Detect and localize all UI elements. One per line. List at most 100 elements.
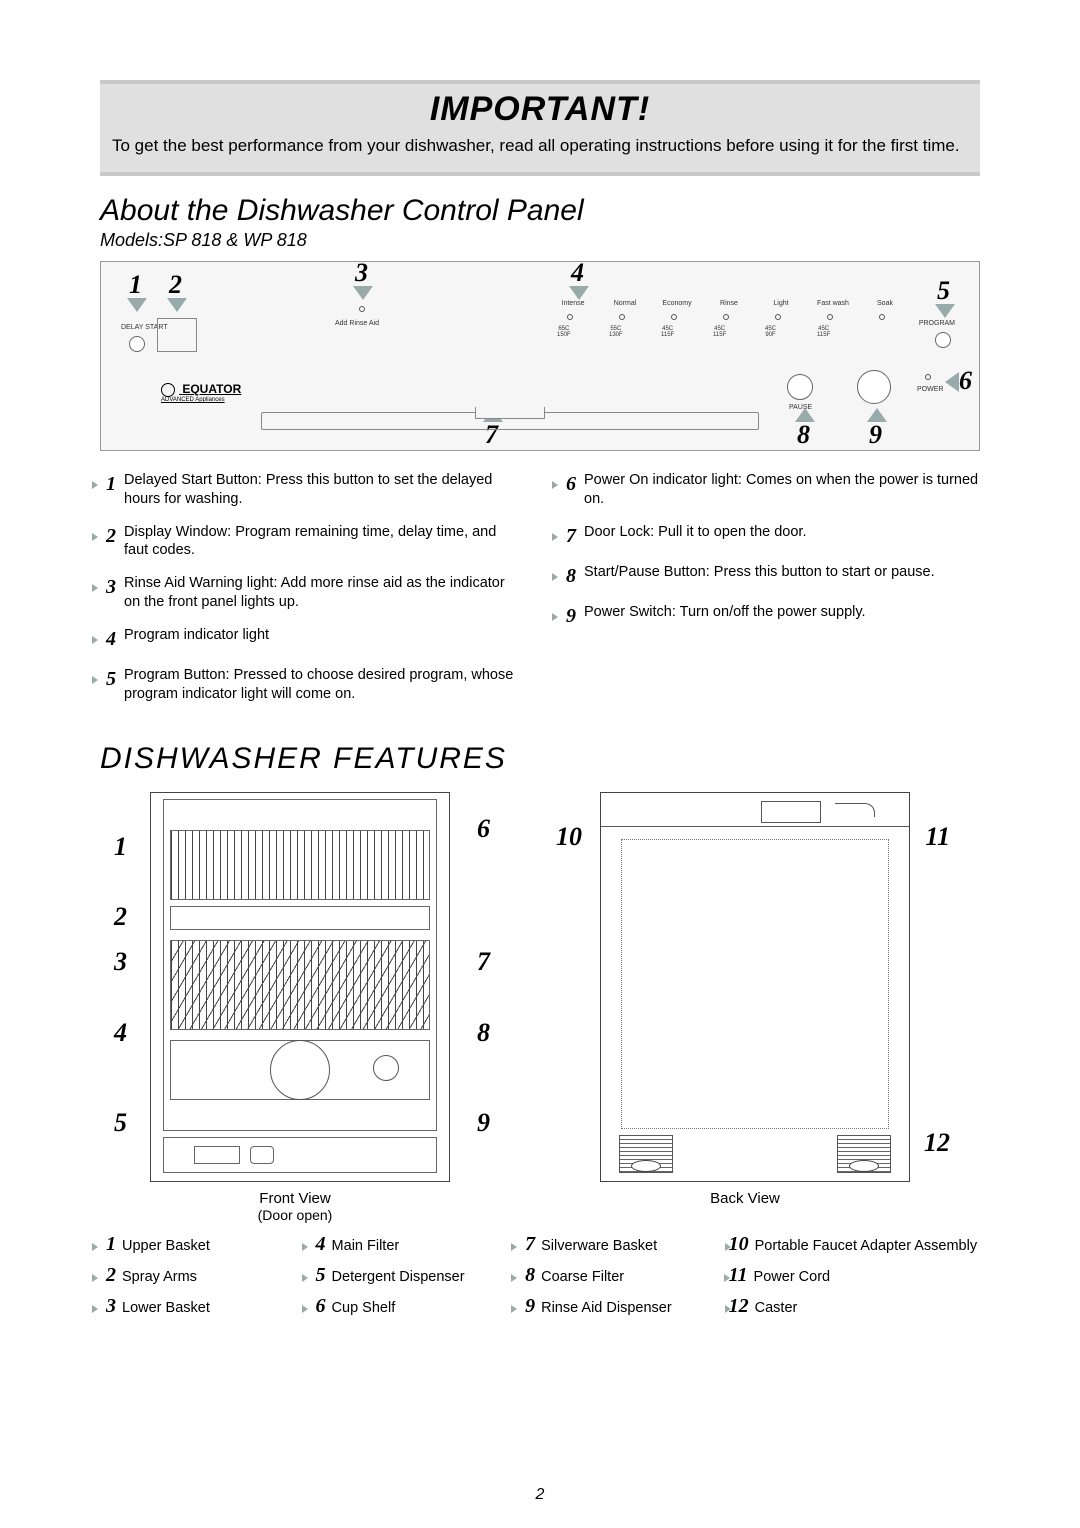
fv-call-4: 4 [114,1018,127,1048]
back-top [601,793,909,827]
desc-text: Program Button: Pressed to choose desire… [124,666,520,704]
program-button[interactable] [935,332,951,348]
delay-button[interactable] [129,336,145,352]
feat-text: Silverware Basket [541,1238,657,1254]
arrow-1 [127,298,147,312]
desc-num: 3 [100,574,116,612]
desc-num: 6 [560,471,576,509]
feat-col-3: 7Silverware Basket8Coarse Filter9Rinse A… [519,1233,699,1326]
feat-text: Upper Basket [122,1238,210,1254]
feat-item: 2 Spray Arms [100,1264,280,1287]
views-row: 1 2 3 4 5 6 7 8 9 Front View [100,792,980,1223]
feat-item: 4Main Filter [310,1233,490,1256]
desc-col-right: 6Power On indicator light: Comes on when… [560,471,980,718]
feat-item: 6Cup Shelf [310,1295,490,1318]
feat-item: 1 Upper Basket [100,1233,280,1256]
foot-right [837,1135,891,1173]
front-shell [150,792,450,1182]
bv-call-11: 11 [925,822,950,852]
fv-call-1: 1 [114,832,127,862]
program-led [619,314,625,320]
equator-logo: EQUATOR ADVANCED Appliances [161,382,241,403]
program-name: Soak [863,300,907,307]
feat-item: 10Portable Faucet Adapter Assembly [729,1233,980,1256]
desc-num: 9 [560,603,576,629]
program-led [723,314,729,320]
faucet-adapter [761,801,821,823]
front-caption: Front View (Door open) [100,1190,490,1223]
program-led [567,314,573,320]
kick-panel [163,1137,437,1173]
power-cord [835,803,875,817]
feat-col-4: 10Portable Faucet Adapter Assembly 11Powe… [729,1233,980,1326]
front-view-box: 1 2 3 4 5 6 7 8 9 Front View [100,792,490,1223]
rinse-aid-light [359,306,365,312]
door-lock[interactable] [475,407,545,419]
program-name: Fast wash [811,300,855,307]
fv-call-5: 5 [114,1108,127,1138]
important-box: IMPORTANT! To get the best performance f… [100,80,980,176]
arrow-5 [935,304,955,318]
feat-text: Detergent Dispenser [332,1269,465,1285]
feat-num: 11 [729,1264,748,1287]
program-temp: 55C 130F [609,326,623,338]
callout-6: 6 [959,366,972,396]
desc-num: 1 [100,471,116,509]
feat-num: 2 [100,1264,116,1287]
coarse-filter [373,1055,399,1081]
desc-item: 4Program indicator light [100,626,520,652]
panel-inner: 1 2 3 4 5 6 7 8 9 DELAY START Add Rinse … [101,262,979,450]
program-led [671,314,677,320]
pause-button[interactable] [787,374,813,400]
desc-text: Delayed Start Button: Press this button … [124,471,520,509]
back-body [621,839,889,1129]
feat-num: 10 [729,1233,749,1256]
callout-5: 5 [937,276,950,306]
desc-item: 6Power On indicator light: Comes on when… [560,471,980,509]
section-heading: About the Dishwasher Control Panel [100,194,980,228]
feat-item: 9Rinse Aid Dispenser [519,1295,699,1318]
feat-num: 8 [519,1264,535,1287]
door-line [261,412,759,430]
desc-item: 5Program Button: Pressed to choose desir… [100,666,520,704]
feat-item: 8Coarse Filter [519,1264,699,1287]
pause-label: PAUSE [789,404,812,411]
program-temp: 45C 115F [661,326,674,338]
arrow-4 [569,286,589,300]
caster-left [631,1160,661,1172]
program-led [827,314,833,320]
callout-4: 4 [571,258,584,288]
desc-item: 3Rinse Aid Warning light: Add more rinse… [100,574,520,612]
feat-num: 3 [100,1295,116,1318]
desc-col-left: 1Delayed Start Button: Press this button… [100,471,520,718]
feat-text: Spray Arms [122,1269,197,1285]
panel-descriptions: 1Delayed Start Button: Press this button… [100,471,980,718]
arrow-2 [167,298,187,312]
feat-text: Caster [755,1300,798,1316]
fv-call-8: 8 [477,1018,490,1048]
fv-call-2: 2 [114,902,127,932]
program-temp: 45C 115F [817,326,830,338]
feet-row [619,1135,891,1173]
program-name: Normal [603,300,647,307]
bv-call-12: 12 [924,1128,950,1158]
feat-num: 1 [100,1233,116,1256]
program-led [775,314,781,320]
fv-call-9: 9 [477,1108,490,1138]
program-name: Intense [551,300,595,307]
callout-2: 2 [169,270,182,300]
control-panel-diagram: 1 2 3 4 5 6 7 8 9 DELAY START Add Rinse … [100,261,980,451]
rinse-aid-dispenser [250,1146,274,1164]
feat-col-1: 1Upper Basket2Spray Arms3Lower Basket [100,1233,280,1326]
feat-item: 11Power Cord [729,1264,980,1287]
desc-item: 9Power Switch: Turn on/off the power sup… [560,603,980,629]
feat-text: Cup Shelf [332,1300,396,1316]
program-label: PROGRAM [919,320,955,327]
spray-arm-upper [170,906,430,930]
power-led [925,374,931,380]
program-temp: 45C 90F [765,326,776,338]
power-switch[interactable] [857,370,891,404]
arrow-3 [353,286,373,300]
bv-call-10: 10 [556,822,582,852]
upper-basket [170,830,430,900]
